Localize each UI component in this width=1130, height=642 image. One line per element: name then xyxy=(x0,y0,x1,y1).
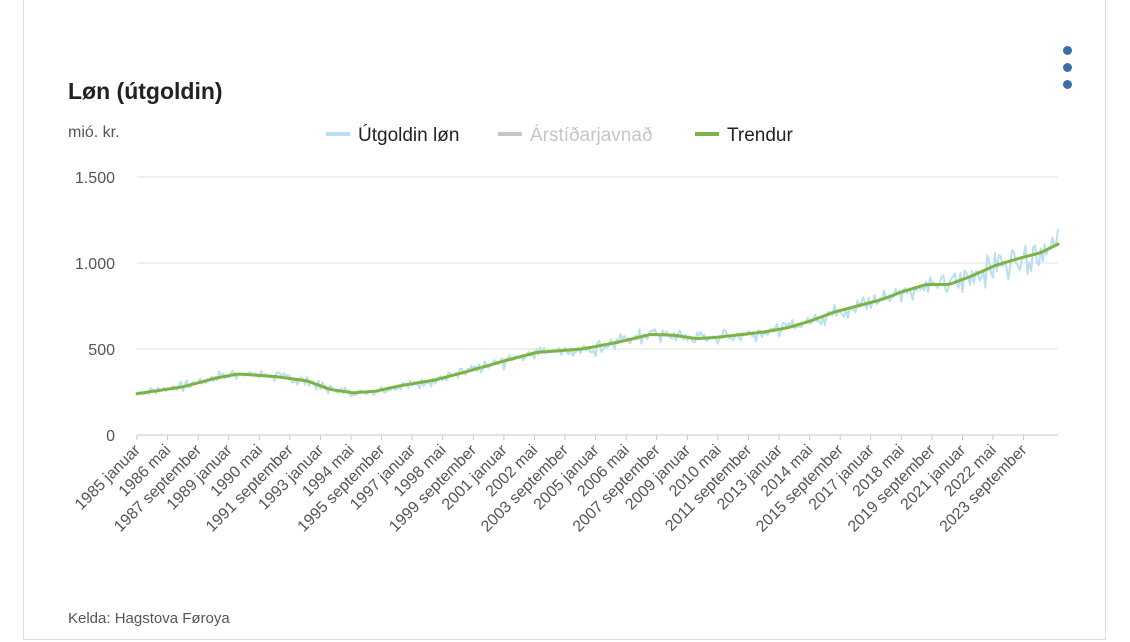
source-credit: Kelda: Hagstova Føroya xyxy=(68,610,230,627)
legend-label: Útgoldin løn xyxy=(358,124,459,146)
chart-svg: mió. kr. 0 500 1.000 1.500 1985 januar1986 … xyxy=(68,124,1060,536)
line-trendur xyxy=(135,242,1060,396)
series-utgoldin-lon xyxy=(136,228,1059,398)
gridlines xyxy=(137,176,1058,436)
y-tick-label: 500 xyxy=(88,342,115,359)
y-tick-label: 1.000 xyxy=(75,256,115,273)
legend-label: Árstíðarjavnað xyxy=(530,125,653,146)
menu-dot xyxy=(1063,46,1072,55)
y-axis-unit: mió. kr. xyxy=(68,124,120,141)
legend: Útgoldin løn Árstíðarjavnað Trendur xyxy=(326,124,793,146)
kebab-menu-icon[interactable] xyxy=(1060,44,1076,92)
legend-item[interactable]: Trendur xyxy=(695,125,793,146)
y-axis-ticks: 0 500 1.000 1.500 xyxy=(75,170,115,445)
series-trendur xyxy=(135,242,1060,396)
y-tick-label: 1.500 xyxy=(75,170,115,187)
menu-dot xyxy=(1063,80,1072,89)
chart-card xyxy=(23,0,1106,640)
legend-item[interactable]: Árstíðarjavnað xyxy=(498,125,653,146)
y-tick-label: 0 xyxy=(106,428,115,445)
chart-title: Løn (útgoldin) xyxy=(68,78,223,104)
legend-label: Trendur xyxy=(727,125,793,146)
menu-dot xyxy=(1063,63,1072,72)
legend-item[interactable]: Útgoldin løn xyxy=(326,124,459,146)
line-utgoldin-lon xyxy=(136,228,1059,398)
